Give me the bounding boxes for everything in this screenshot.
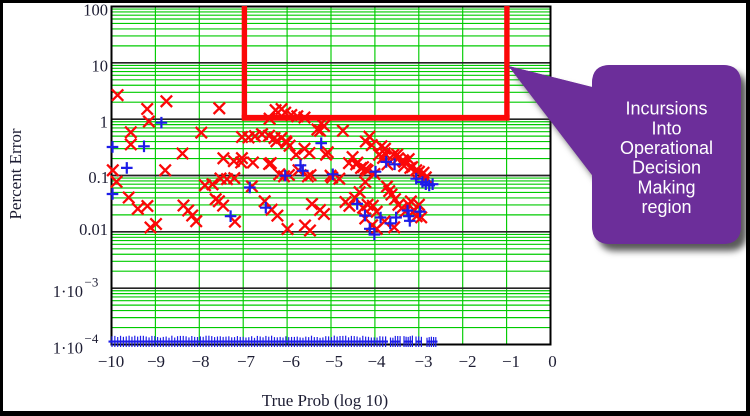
svg-text:−4: −4 (85, 331, 99, 346)
svg-text:−9: −9 (147, 352, 165, 371)
svg-text:Percent Error: Percent Error (6, 128, 25, 219)
svg-text:0.1: 0.1 (88, 168, 109, 187)
svg-text:Incursions: Incursions (625, 99, 707, 119)
svg-text:−8: −8 (191, 352, 209, 371)
svg-text:−6: −6 (282, 352, 300, 371)
svg-text:−1: −1 (502, 352, 520, 371)
svg-text:−3: −3 (85, 275, 99, 290)
svg-text:Decision: Decision (632, 158, 701, 178)
svg-text:True Prob (log 10): True Prob (log 10) (262, 391, 388, 410)
svg-text:1·10: 1·10 (53, 282, 83, 301)
svg-text:1: 1 (100, 112, 108, 131)
svg-text:−5: −5 (325, 352, 343, 371)
svg-text:0.01: 0.01 (79, 220, 108, 239)
svg-text:−4: −4 (367, 352, 386, 371)
svg-text:−3: −3 (414, 352, 432, 371)
svg-text:10: 10 (92, 57, 109, 76)
svg-text:Operational: Operational (620, 138, 713, 158)
svg-text:−2: −2 (458, 352, 476, 371)
svg-text:100: 100 (83, 1, 108, 20)
svg-text:−7: −7 (237, 352, 256, 371)
svg-text:region: region (641, 197, 691, 217)
svg-text:Making: Making (637, 177, 695, 197)
svg-text:Into: Into (651, 118, 681, 138)
svg-text:0: 0 (548, 352, 557, 371)
svg-text:1·10: 1·10 (53, 339, 83, 358)
svg-text:−10: −10 (98, 352, 125, 371)
